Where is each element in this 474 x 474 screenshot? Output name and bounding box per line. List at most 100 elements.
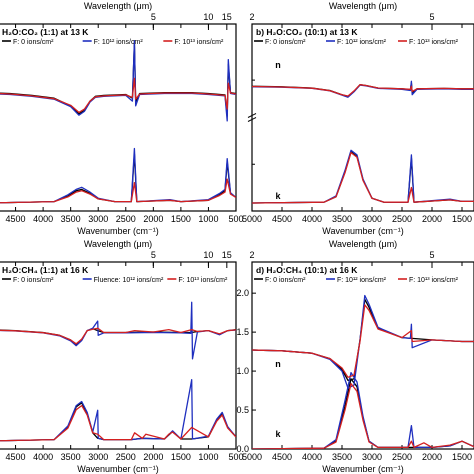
series-k-line-2	[0, 404, 236, 442]
series-k-line-0	[0, 402, 236, 442]
series-n-line-1	[0, 40, 236, 122]
panel-c: 5000450040003500300025002000150010005005…	[0, 239, 244, 474]
x-tick-label: 2000	[143, 214, 163, 224]
y-tick-label: 0.5	[236, 405, 249, 415]
legend-label: F: 10¹³ ions/cm²	[178, 277, 228, 284]
x-tick-label: 4500	[272, 452, 292, 462]
legend-label: F: 0 ions/cm²	[265, 39, 306, 46]
legend-label: F: 10¹² ions/cm²	[94, 39, 144, 46]
legend-label: F: 0 ions/cm²	[13, 39, 54, 46]
top-tick-label: 10	[203, 12, 213, 22]
x-tick-label: 3500	[61, 452, 81, 462]
series-n-line-0	[0, 42, 236, 117]
top-tick-label: 5	[151, 12, 156, 22]
panel-title: H₂O:CO₂ (1:1) at 13 K	[2, 27, 89, 37]
x-tick-label: 4000	[302, 214, 322, 224]
top-tick-label: 10	[203, 250, 213, 260]
legend-label: Fluence: 10¹² ions/cm²	[94, 277, 164, 284]
x-tick-label: 5000	[242, 214, 262, 224]
plot-frame	[251, 261, 474, 450]
x-tick-label: 3500	[61, 214, 81, 224]
x-axis-title: Wavenumber (cm⁻¹)	[77, 226, 158, 236]
n-label: n	[275, 60, 281, 70]
top-axis-title: Wavelength (μm)	[329, 1, 397, 11]
series-n-line-2	[252, 84, 474, 97]
y-tick-label: 0.0	[236, 444, 249, 454]
series-group	[0, 301, 236, 442]
x-tick-label: 3000	[362, 452, 382, 462]
x-tick-label: 3000	[362, 214, 382, 224]
x-tick-label: 1500	[452, 214, 472, 224]
k-label: k	[275, 429, 281, 439]
panel-a: 5000450040003500300025002000150010005005…	[0, 1, 244, 236]
panel-title: H₂O:CH₄ (1:1) at 16 K	[2, 265, 89, 275]
x-tick-label: 2500	[392, 452, 412, 462]
x-tick-label: 4500	[272, 214, 292, 224]
x-tick-label: 1500	[452, 452, 472, 462]
top-tick-label: 2	[249, 250, 254, 260]
x-tick-label: 1500	[171, 214, 191, 224]
series-k-line-2	[0, 178, 236, 204]
x-axis-title: Wavenumber (cm⁻¹)	[77, 464, 158, 474]
series-k-line-1	[252, 371, 474, 449]
x-tick-label: 1500	[171, 452, 191, 462]
x-tick-label: 3500	[332, 214, 352, 224]
n-label: n	[275, 359, 281, 369]
x-tick-label: 4500	[6, 214, 26, 224]
x-tick-label: 3500	[332, 452, 352, 462]
y-tick-label: 2.0	[236, 288, 249, 298]
panel-title: b) H₂O:CO₂ (10:1) at 13 K	[256, 27, 358, 37]
top-axis-title: Wavelength (μm)	[84, 239, 152, 249]
x-tick-label: 2000	[422, 452, 442, 462]
x-tick-label: 5000	[242, 452, 262, 462]
axis-break-mark	[247, 117, 257, 122]
legend-label: F: 0 ions/cm²	[265, 277, 306, 284]
series-n-line-2	[0, 77, 236, 114]
series-group	[252, 80, 474, 204]
series-n-line-1	[252, 294, 474, 389]
x-tick-label: 4000	[33, 452, 53, 462]
top-axis-title: Wavelength (μm)	[329, 239, 397, 249]
y-tick-label: 1.5	[236, 327, 249, 337]
x-tick-label: 2500	[116, 452, 136, 462]
series-n-line-2	[252, 304, 474, 378]
legend-label: F: 0 ions/cm²	[13, 277, 54, 284]
top-tick-label: 15	[222, 12, 232, 22]
x-tick-label: 1000	[198, 214, 218, 224]
series-k-line-1	[252, 149, 474, 204]
x-tick-label: 500	[228, 452, 243, 462]
series-n-line-1	[252, 80, 474, 98]
panel-b: 5000 4500 4000 3500 3000 2500 2000 1500 2 5 Wavenu…	[242, 1, 474, 236]
x-tick-label: 2500	[392, 214, 412, 224]
series-group	[252, 294, 474, 449]
panel-title: d) H₂O:CH₄ (10:1) at 16 K	[256, 265, 358, 275]
k-label: k	[275, 191, 281, 201]
legend-label: F: 10¹³ ions/cm²	[409, 277, 459, 284]
top-tick-label: 5	[429, 250, 434, 260]
series-k-line-0	[0, 153, 236, 204]
x-tick-label: 2500	[116, 214, 136, 224]
y-tick-label: 1.0	[236, 366, 249, 376]
top-axis-title: Wavelength (μm)	[84, 1, 152, 11]
series-n-line-2	[0, 327, 236, 345]
x-axis-title: Wavenumber (cm⁻¹)	[322, 464, 403, 474]
series-k-line-2	[252, 151, 474, 204]
legend-label: F: 10¹² ions/cm²	[337, 277, 387, 284]
x-tick-label: 500	[228, 214, 243, 224]
x-tick-label: 2000	[143, 452, 163, 462]
x-tick-label: 3000	[88, 214, 108, 224]
x-tick-label: 1000	[198, 452, 218, 462]
legend-label: F: 10¹² ions/cm²	[337, 39, 387, 46]
x-tick-label: 4000	[33, 214, 53, 224]
series-k-line-2	[252, 382, 474, 449]
plot-frame	[0, 261, 237, 450]
top-tick-label: 5	[429, 12, 434, 22]
top-tick-label: 2	[249, 12, 254, 22]
top-tick-label: 15	[222, 250, 232, 260]
x-tick-label: 2000	[422, 214, 442, 224]
plot-frame	[0, 23, 237, 212]
series-k-line-1	[0, 147, 236, 204]
panel-d: 5000 4500 4000 3500 3000 2500 2000 1500 2 5 Wavenu…	[236, 239, 474, 474]
series-group	[0, 40, 236, 204]
